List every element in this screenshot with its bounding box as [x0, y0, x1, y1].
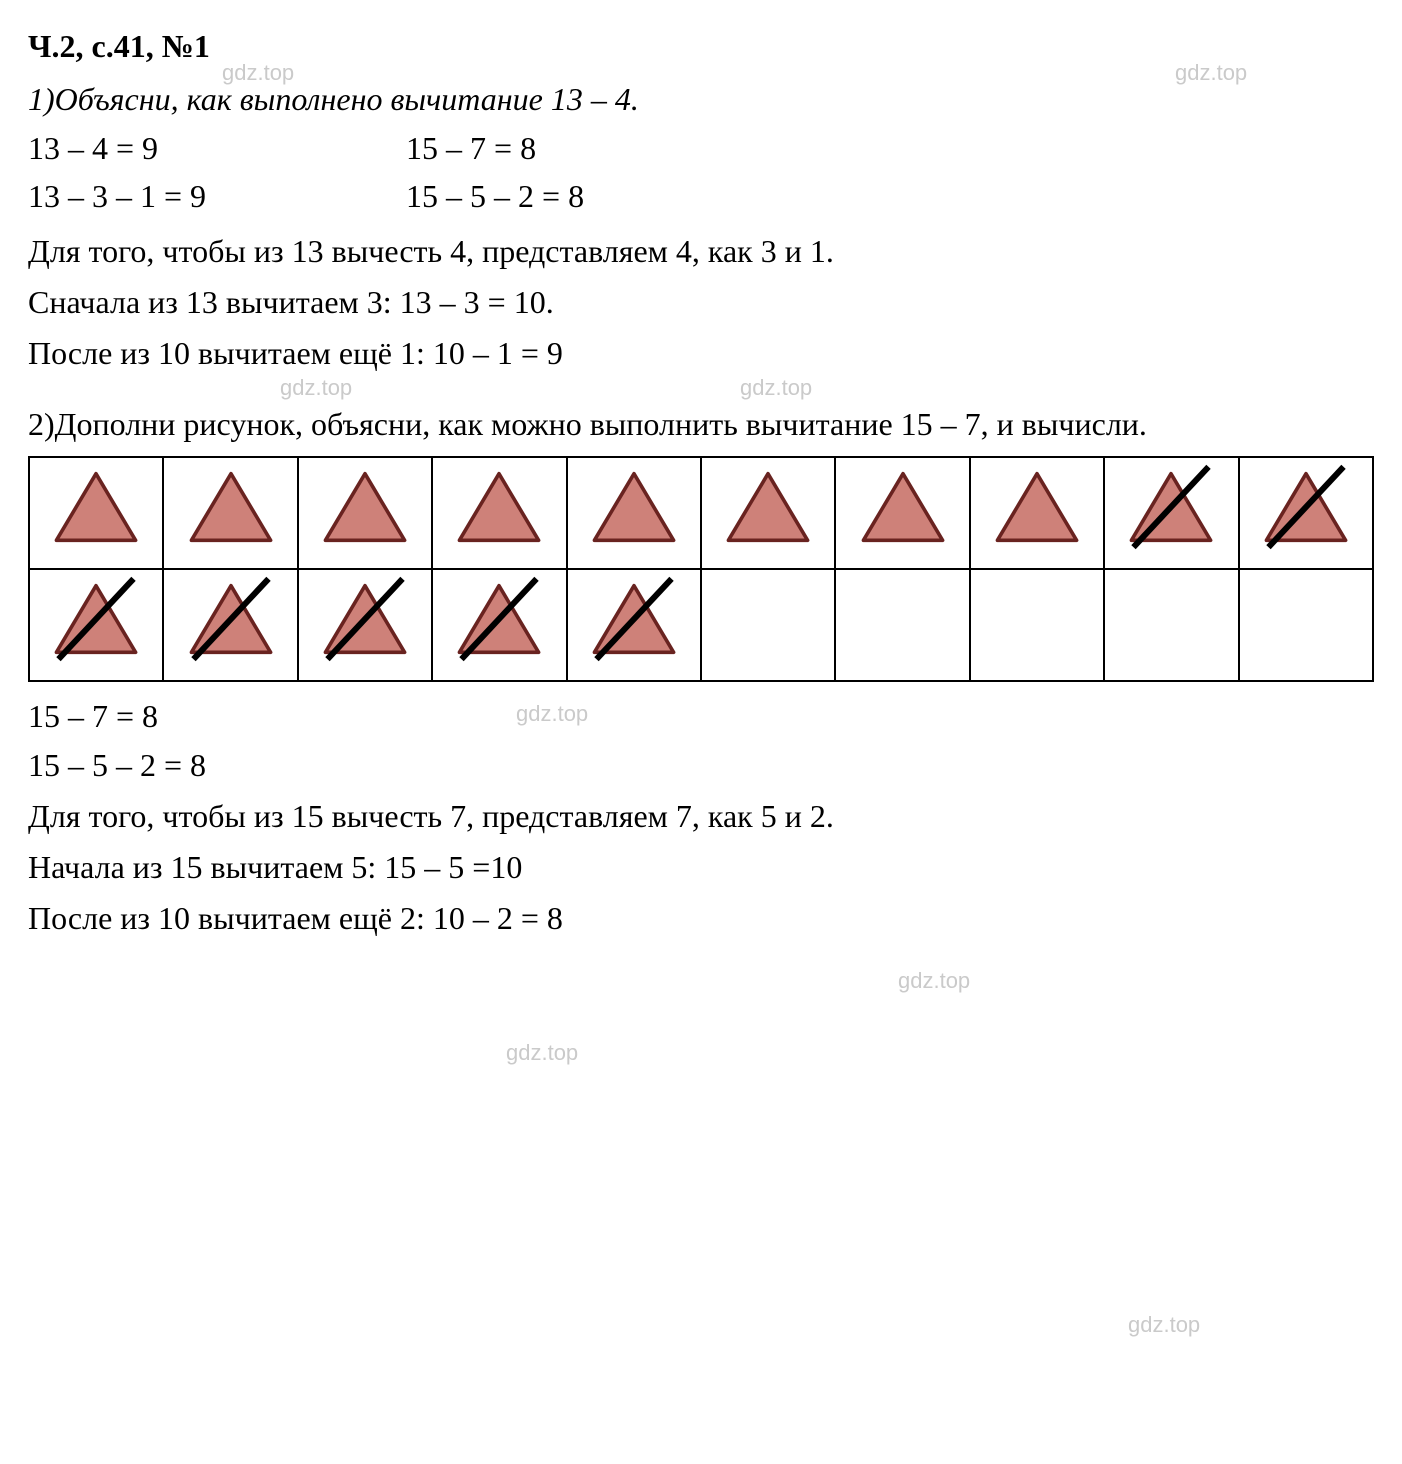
part1-expl1: Для того, чтобы из 13 вычесть 4, предста…	[28, 229, 1374, 274]
table-cell	[1104, 457, 1238, 569]
table-cell	[298, 569, 432, 681]
table-cell	[567, 569, 701, 681]
triangle-icon	[454, 468, 544, 546]
triangle-icon-crossed	[589, 580, 679, 658]
part1-expl2: Сначала из 13 вычитаем 3: 13 – 3 = 10.	[28, 280, 1374, 325]
part1-prompt: 1)Объясни, как выполнено вычитание 13 – …	[28, 77, 1374, 122]
triangle-icon-crossed	[320, 580, 410, 658]
table-cell	[29, 457, 163, 569]
eq-text: 15 – 5 – 2 = 8	[406, 174, 584, 219]
table-cell	[701, 457, 835, 569]
triangle-icon	[186, 468, 276, 546]
watermark: gdz.top	[280, 373, 352, 404]
part2-prompt: 2)Дополни рисунок, объясни, как можно вы…	[28, 402, 1374, 447]
equations-col1: 13 – 4 = 9 13 – 3 – 1 = 9	[28, 126, 206, 224]
equations-col2: 15 – 7 = 8 15 – 5 – 2 = 8	[406, 126, 584, 224]
triangle-icon-crossed	[1126, 468, 1216, 546]
part2-eq2: 15 – 5 – 2 = 8	[28, 743, 1374, 788]
table-cell	[163, 569, 297, 681]
part2-eq1: 15 – 7 = 8	[28, 694, 1374, 739]
table-cell	[567, 457, 701, 569]
table-cell	[835, 457, 969, 569]
table-cell	[701, 569, 835, 681]
triangle-icon	[51, 468, 141, 546]
table-cell	[1104, 569, 1238, 681]
triangle-icon	[992, 468, 1082, 546]
watermark: gdz.top	[898, 966, 970, 997]
part2-expl3: После из 10 вычитаем ещё 2: 10 – 2 = 8	[28, 896, 1374, 941]
triangle-icon-crossed	[1261, 468, 1351, 546]
part1-expl3: После из 10 вычитаем ещё 1: 10 – 1 = 9	[28, 331, 1374, 376]
watermark: gdz.top	[506, 1038, 578, 1069]
table-cell	[163, 457, 297, 569]
table-cell	[835, 569, 969, 681]
table-row	[29, 457, 1373, 569]
table-cell	[432, 569, 566, 681]
table-row	[29, 569, 1373, 681]
triangle-icon	[858, 468, 948, 546]
table-cell	[970, 569, 1104, 681]
triangle-icon	[723, 468, 813, 546]
part2-expl2: Начала из 15 вычитаем 5: 15 – 5 =10	[28, 845, 1374, 890]
table-cell	[970, 457, 1104, 569]
triangle-icon	[320, 468, 410, 546]
part2-expl1: Для того, чтобы из 15 вычесть 7, предста…	[28, 794, 1374, 839]
page-heading: Ч.2, с.41, №1	[28, 24, 1374, 69]
table-cell	[432, 457, 566, 569]
table-cell	[1239, 457, 1373, 569]
triangle-icon-crossed	[186, 580, 276, 658]
table-cell	[298, 457, 432, 569]
triangle-icon	[589, 468, 679, 546]
watermark: gdz.top	[1128, 1310, 1200, 1341]
triangle-icon-crossed	[51, 580, 141, 658]
eq-text: 13 – 3 – 1 = 9	[28, 174, 206, 219]
table-cell	[29, 569, 163, 681]
eq-text: 13 – 4 = 9	[28, 126, 206, 171]
table-cell	[1239, 569, 1373, 681]
equations-columns: 13 – 4 = 9 13 – 3 – 1 = 9 15 – 7 = 8 15 …	[28, 126, 1374, 224]
eq-text: 15 – 7 = 8	[406, 126, 584, 171]
triangle-icon-crossed	[454, 580, 544, 658]
watermark: gdz.top	[740, 373, 812, 404]
triangle-table	[28, 456, 1374, 682]
